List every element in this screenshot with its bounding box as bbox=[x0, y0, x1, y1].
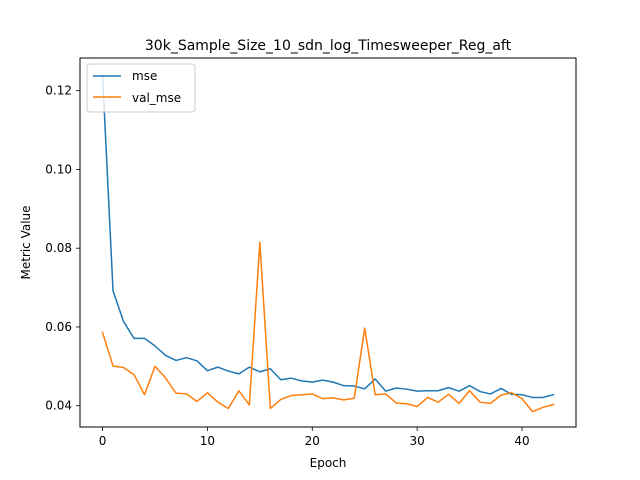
y-tick-label: 0.06 bbox=[45, 320, 72, 334]
x-tick-label: 40 bbox=[514, 434, 529, 448]
x-tick-label: 10 bbox=[200, 434, 215, 448]
x-axis: 0 10 20 30 40 bbox=[99, 427, 530, 448]
x-axis-label: Epoch bbox=[310, 456, 347, 470]
legend-label-val-mse: val_mse bbox=[132, 91, 181, 105]
y-axis-label: Metric Value bbox=[19, 205, 33, 279]
y-tick-label: 0.04 bbox=[45, 399, 72, 413]
plot-frame bbox=[79, 57, 577, 428]
y-axis: 0.04 0.06 0.08 0.10 0.12 bbox=[45, 84, 80, 413]
x-tick-label: 30 bbox=[409, 434, 424, 448]
x-tick-label: 20 bbox=[305, 434, 320, 448]
legend-label-mse: mse bbox=[132, 69, 157, 83]
y-tick-label: 0.08 bbox=[45, 241, 72, 255]
x-tick-label: 0 bbox=[99, 434, 107, 448]
y-tick-label: 0.12 bbox=[45, 84, 72, 98]
chart-title: 30k_Sample_Size_10_sdn_log_Timesweeper_R… bbox=[145, 38, 512, 54]
series-line-val-mse bbox=[101, 241, 555, 413]
plot-area bbox=[79, 57, 577, 428]
series-layer bbox=[101, 74, 555, 413]
series-line-mse bbox=[101, 74, 555, 399]
y-tick-label: 0.10 bbox=[45, 162, 72, 176]
plot-background bbox=[80, 58, 576, 427]
legend: mse val_mse bbox=[86, 63, 196, 113]
